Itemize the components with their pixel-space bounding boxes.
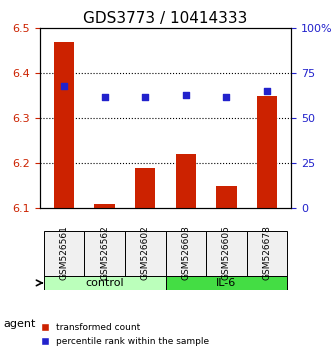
Point — [143, 94, 148, 99]
FancyBboxPatch shape — [206, 230, 247, 275]
Text: GSM526678: GSM526678 — [262, 225, 271, 280]
FancyBboxPatch shape — [166, 275, 287, 290]
Text: GSM526603: GSM526603 — [181, 225, 190, 280]
Bar — [257, 96, 277, 209]
FancyBboxPatch shape — [247, 230, 287, 275]
Bar — [94, 204, 115, 209]
Bar — [216, 186, 237, 209]
Text: GSM526561: GSM526561 — [60, 225, 69, 280]
FancyBboxPatch shape — [166, 230, 206, 275]
Legend: transformed count, percentile rank within the sample: transformed count, percentile rank withi… — [38, 320, 213, 349]
Text: GSM526562: GSM526562 — [100, 225, 109, 280]
Text: GSM526605: GSM526605 — [222, 225, 231, 280]
Text: IL-6: IL-6 — [216, 278, 236, 288]
Text: control: control — [85, 278, 124, 288]
Point — [62, 83, 67, 89]
FancyBboxPatch shape — [44, 275, 166, 290]
FancyBboxPatch shape — [84, 230, 125, 275]
Bar — [176, 154, 196, 209]
Point — [224, 94, 229, 99]
Text: agent: agent — [3, 319, 36, 329]
Bar — [135, 168, 155, 209]
Title: GDS3773 / 10414333: GDS3773 / 10414333 — [83, 11, 248, 26]
FancyBboxPatch shape — [44, 230, 84, 275]
Point — [102, 94, 107, 99]
Text: GSM526602: GSM526602 — [141, 225, 150, 280]
Bar — [54, 42, 74, 209]
FancyBboxPatch shape — [125, 230, 166, 275]
Point — [264, 88, 269, 94]
Point — [183, 92, 188, 98]
